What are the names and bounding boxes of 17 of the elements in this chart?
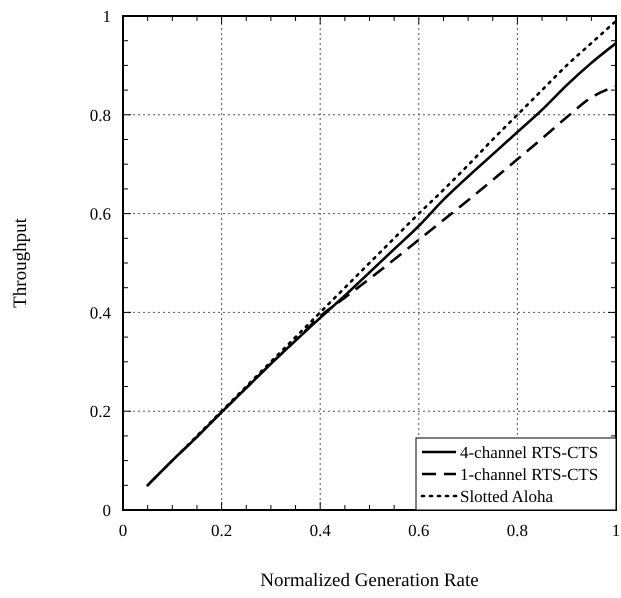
y-axis-title: Throughput [10, 217, 31, 308]
x-tick-label: 1 [612, 521, 620, 540]
y-tick-label: 0 [102, 501, 111, 520]
x-tick-label: 0.2 [210, 521, 232, 540]
y-tick-label: 0.8 [90, 106, 111, 125]
x-axis-title: Normalized Generation Rate [260, 570, 479, 591]
y-tick-label: 0.2 [90, 402, 111, 422]
legend-label: 1-channel RTS-CTS [460, 465, 598, 484]
x-tick-label: 0 [118, 521, 128, 540]
y-tick-label: 0.4 [90, 303, 112, 322]
x-tick-label: 0.4 [310, 521, 332, 540]
x-tick-label: 0.6 [408, 521, 430, 540]
legend-label: 4-channel RTS-CTS [460, 443, 598, 462]
y-tick-label: 1 [102, 7, 111, 26]
x-tick-label: 0.8 [506, 521, 528, 540]
y-tick-label: 0.6 [90, 204, 111, 224]
legend-label: Slotted Aloha [460, 487, 554, 506]
